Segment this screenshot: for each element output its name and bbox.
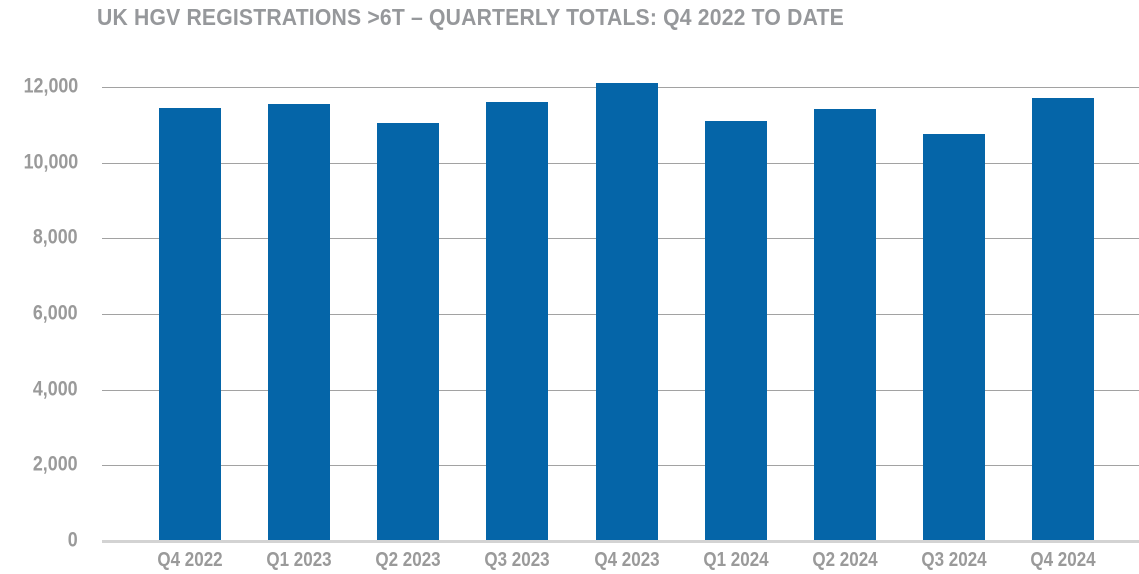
x-tick-label: Q1 2023 bbox=[266, 549, 332, 571]
bar-q3-2023 bbox=[486, 102, 549, 541]
bar-q2-2023 bbox=[377, 122, 440, 541]
bar-q2-2024 bbox=[813, 108, 876, 541]
x-tick-label: Q2 2023 bbox=[375, 549, 441, 571]
bar-q4-2023 bbox=[595, 83, 658, 541]
x-tick-label: Q4 2024 bbox=[1030, 549, 1096, 571]
y-tick-label: 12,000 bbox=[23, 74, 78, 98]
y-tick-label: 8,000 bbox=[33, 225, 78, 249]
bar-q1-2024 bbox=[704, 121, 767, 541]
y-tick-label: 0 bbox=[68, 528, 78, 552]
y-tick-label: 4,000 bbox=[33, 377, 78, 401]
x-tick-label: Q4 2023 bbox=[594, 549, 660, 571]
bar-q1-2023 bbox=[268, 104, 331, 541]
x-axis-baseline bbox=[102, 540, 1139, 543]
x-tick-label: Q4 2022 bbox=[157, 549, 223, 571]
bar-q4-2022 bbox=[159, 107, 221, 541]
x-tick-label: Q2 2024 bbox=[812, 549, 878, 571]
y-tick-label: 10,000 bbox=[23, 150, 78, 174]
plot-area bbox=[102, 83, 1139, 543]
x-axis: Q4 2022 Q1 2023 Q2 2023 Q3 2023 Q4 2023 Q1 20… bbox=[102, 549, 1139, 571]
x-tick-label: Q3 2023 bbox=[484, 549, 551, 571]
x-tick-label: Q3 2024 bbox=[921, 549, 987, 571]
bar-q3-2024 bbox=[923, 133, 986, 541]
y-axis: 0 2,000 4,000 6,000 8,000 10,000 12,000 bbox=[0, 75, 78, 552]
y-tick-label: 2,000 bbox=[33, 452, 78, 476]
y-tick-label: 6,000 bbox=[33, 301, 78, 325]
bar-q4-2024 bbox=[1032, 98, 1095, 541]
x-tick-label: Q1 2024 bbox=[703, 549, 769, 571]
chart-title: UK HGV REGISTRATIONS >6T – QUARTERLY TOT… bbox=[97, 4, 844, 30]
